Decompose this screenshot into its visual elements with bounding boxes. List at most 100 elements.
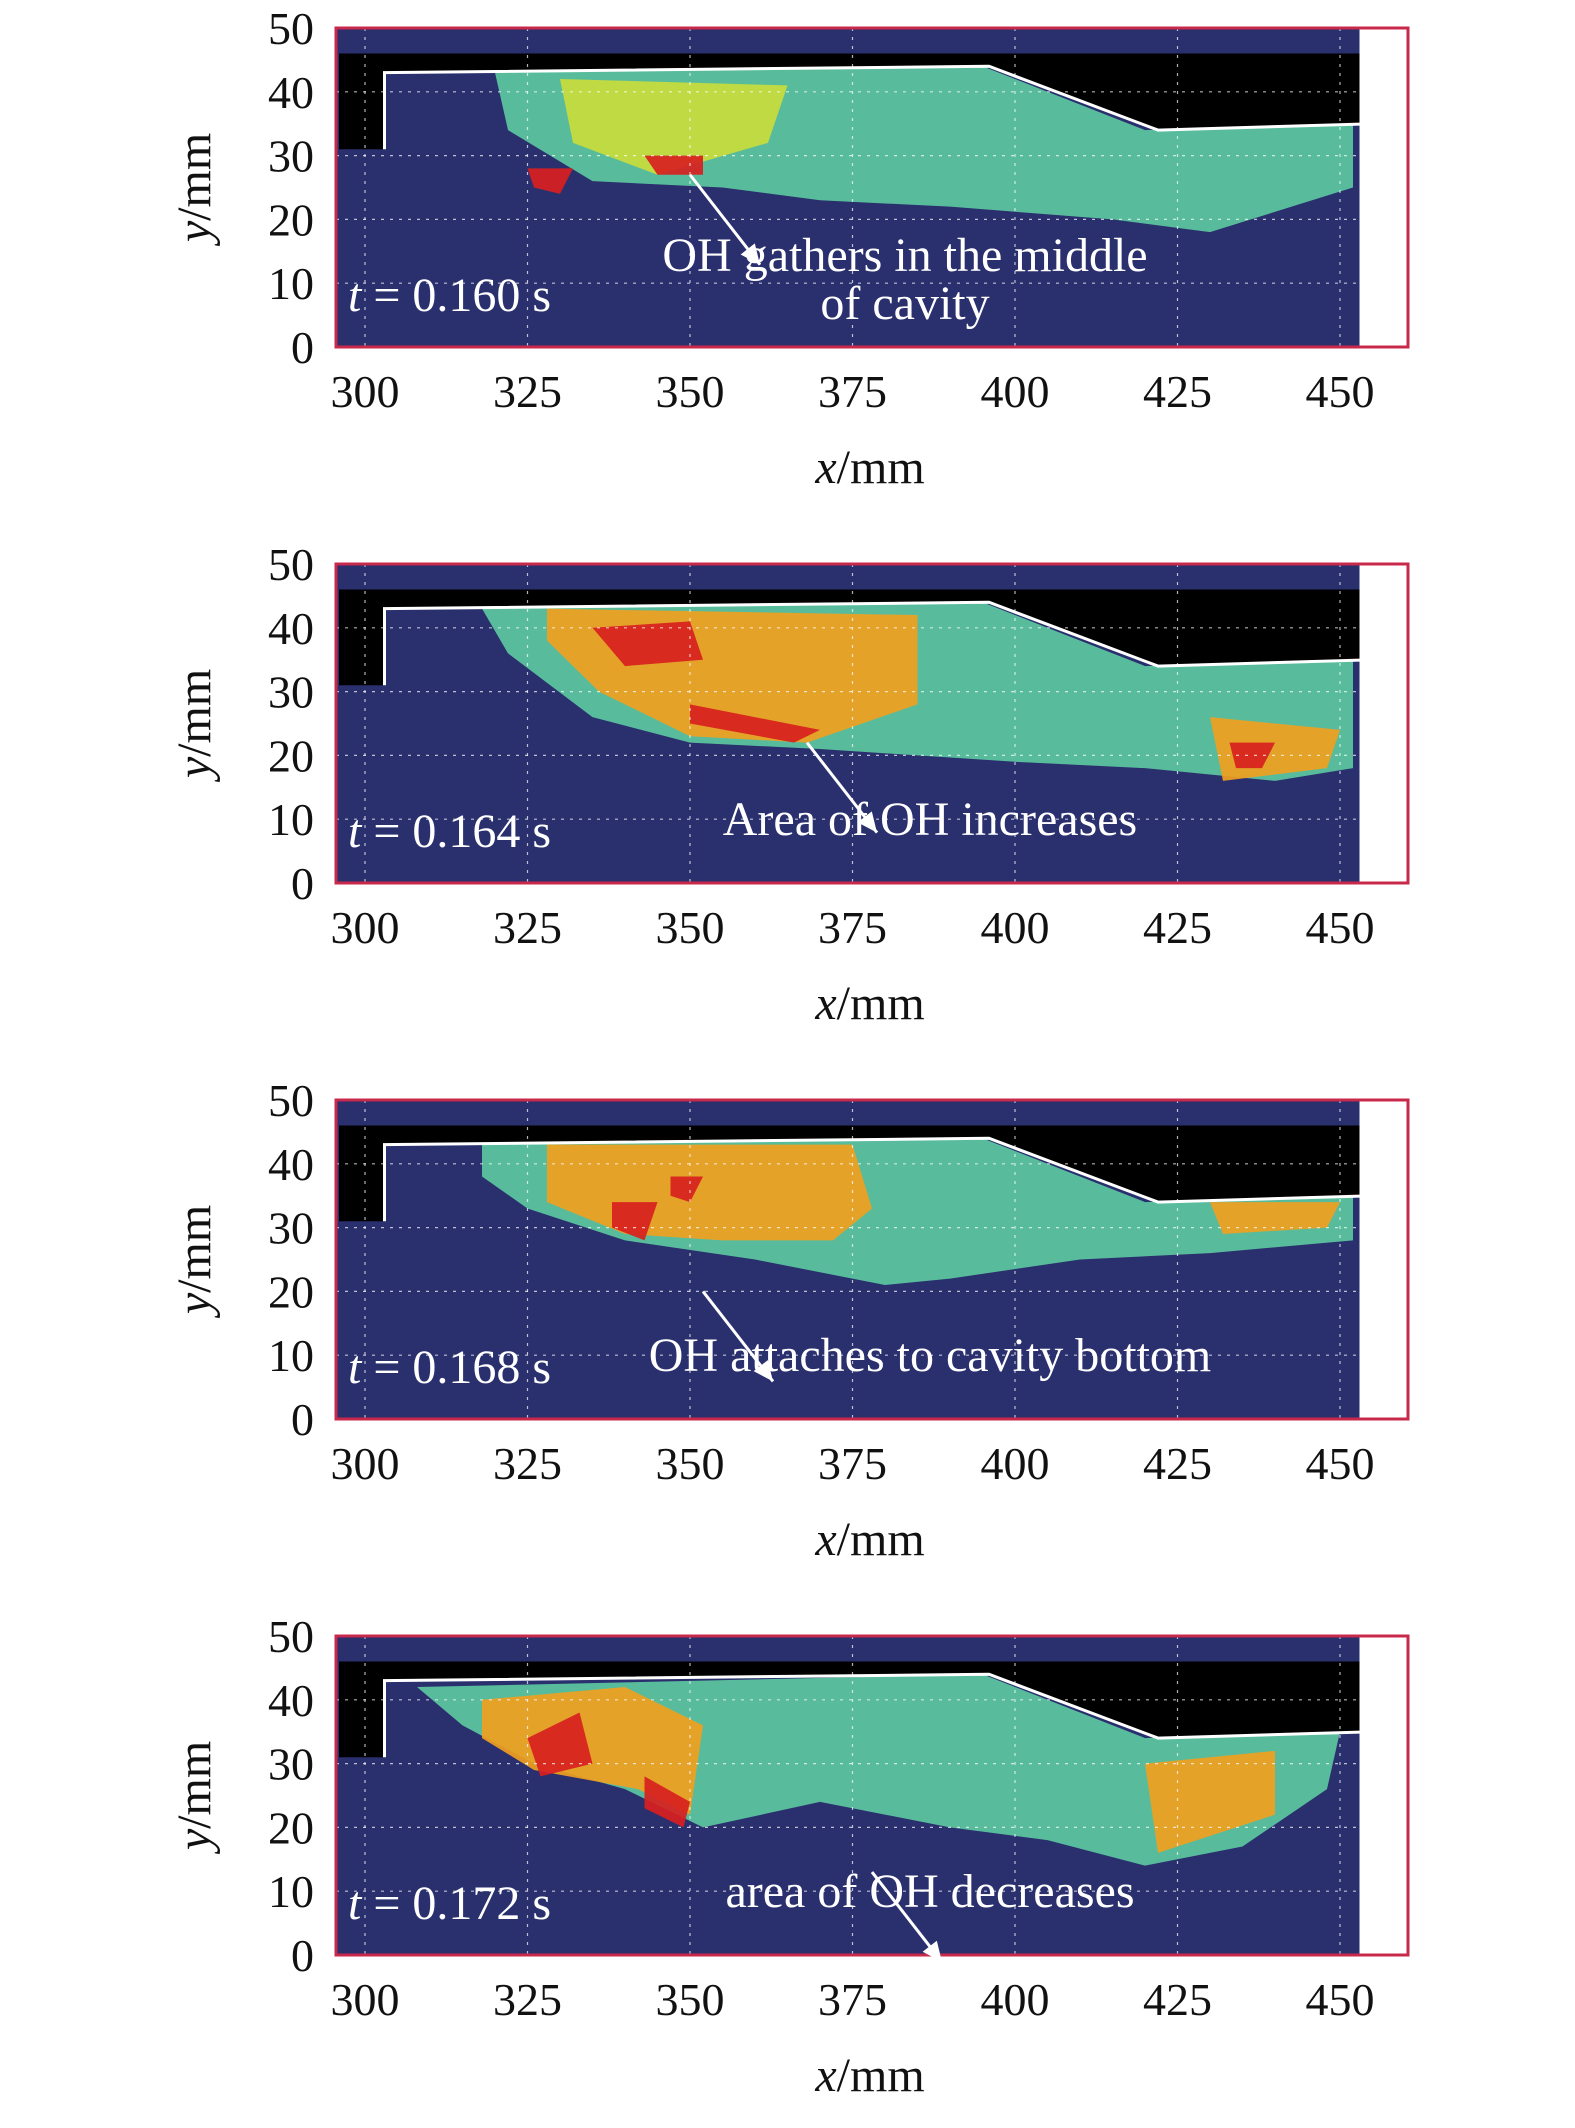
x-tick-label: 300 [331, 1974, 400, 2025]
x-tick-label: 375 [818, 902, 887, 953]
annotation-arrowhead [922, 1940, 942, 1963]
oh-intensity-region [1229, 742, 1275, 769]
plot-panel: 300 325 350 375 400 425 450 0 10 20 30 40 50 x/mm y/mm… [0, 536, 1575, 1056]
right-border-strip [1359, 1636, 1408, 1955]
oh-intensity-region [592, 621, 703, 667]
time-label: t = 0.168 s [348, 1341, 551, 1394]
x-tick-label: 425 [1143, 1974, 1212, 2025]
oh-intensity-region [670, 1176, 703, 1203]
x-tick-label: 375 [818, 1438, 887, 1489]
x-tick-label: 400 [981, 366, 1050, 417]
y-tick-label: 20 [268, 1266, 314, 1317]
x-axis-label: x/mm [814, 977, 924, 1030]
oh-intensity-region [527, 168, 573, 194]
annotation-text: of cavity [820, 277, 989, 330]
x-tick-label: 325 [493, 366, 562, 417]
right-border-strip [1359, 564, 1408, 883]
x-tick-label: 350 [656, 1974, 725, 2025]
oh-intensity-region [644, 1776, 690, 1828]
y-tick-label: 0 [291, 322, 314, 373]
y-tick-label: 0 [291, 858, 314, 909]
y-tick-label: 10 [268, 794, 314, 845]
x-tick-label: 350 [656, 366, 725, 417]
y-axis-label: y/mm [168, 1741, 221, 1855]
annotation-text: OH gathers in the middle [662, 229, 1147, 282]
y-tick-label: 40 [268, 1675, 314, 1726]
time-label: t = 0.172 s [348, 1877, 551, 1930]
x-tick-label: 400 [981, 1438, 1050, 1489]
y-tick-label: 20 [268, 1802, 314, 1853]
wall-edge-line [383, 600, 1373, 686]
plot-frame [334, 562, 1410, 885]
y-tick-label: 0 [291, 1930, 314, 1981]
x-tick-label: 400 [981, 1974, 1050, 2025]
x-tick-label: 375 [818, 1974, 887, 2025]
wall-edge-line [383, 1136, 1373, 1222]
annotation-arrowhead [857, 811, 877, 833]
annotation-text: OH attaches to cavity bottom [649, 1329, 1212, 1382]
heatmap-svg: 300 325 350 375 400 425 450 0 10 20 30 40 50 x/mm y/mm… [168, 1075, 1410, 1566]
y-tick-label: 0 [291, 1394, 314, 1445]
x-tick-label: 300 [331, 902, 400, 953]
y-tick-label: 10 [268, 1866, 314, 1917]
combustor-wall [339, 1125, 1373, 1222]
x-tick-label: 425 [1143, 366, 1212, 417]
oh-intensity-region [1210, 1202, 1340, 1234]
y-tick-label: 20 [268, 730, 314, 781]
y-tick-label: 20 [268, 194, 314, 245]
y-axis-label: y/mm [168, 1205, 221, 1319]
x-tick-label: 325 [493, 1438, 562, 1489]
x-axis-label: x/mm [814, 1513, 924, 1566]
heatmap-svg: 300 325 350 375 400 425 450 0 10 20 30 40 50 x/mm y/mm… [168, 539, 1410, 1030]
x-tick-label: 450 [1306, 366, 1375, 417]
plot-frame [334, 1634, 1410, 1957]
x-tick-label: 375 [818, 366, 887, 417]
y-tick-label: 50 [268, 1611, 314, 1662]
annotation-text: Area of OH increases [723, 793, 1137, 846]
combustor-wall [339, 589, 1373, 686]
annotation-arrowhead [740, 243, 760, 265]
x-axis-label: x/mm [814, 2049, 924, 2102]
annotation-arrowhead [753, 1360, 773, 1382]
plot-panel: 300 325 350 375 400 425 450 0 10 20 30 40 50 x/mm y/mm… [0, 0, 1575, 520]
heatmap-svg: 300 325 350 375 400 425 450 0 10 20 30 40 50 x/mm y/mm… [168, 3, 1410, 494]
x-tick-label: 325 [493, 1974, 562, 2025]
x-tick-label: 425 [1143, 1438, 1212, 1489]
time-label: t = 0.164 s [348, 805, 551, 858]
y-tick-label: 40 [268, 1139, 314, 1190]
x-tick-label: 300 [331, 366, 400, 417]
x-axis-label: x/mm [814, 441, 924, 494]
x-tick-label: 350 [656, 1438, 725, 1489]
right-border-strip [1359, 28, 1408, 347]
oh-intensity-region [690, 704, 820, 743]
combustor-wall [339, 53, 1373, 150]
oh-intensity-region [560, 79, 788, 175]
oh-intensity-region [644, 155, 703, 175]
heatmap-svg: 300 325 350 375 400 425 450 0 10 20 30 40 50 x/mm y/mm… [168, 1611, 1410, 2102]
y-tick-label: 40 [268, 67, 314, 118]
combustor-wall [339, 1661, 1373, 1758]
plot-frame [334, 1098, 1410, 1421]
x-tick-label: 325 [493, 902, 562, 953]
x-tick-label: 350 [656, 902, 725, 953]
y-tick-label: 30 [268, 131, 314, 182]
y-axis-label: y/mm [168, 669, 221, 783]
annotation-text: area of OH decreases [725, 1865, 1134, 1918]
y-tick-label: 50 [268, 1075, 314, 1126]
wall-edge-line [383, 1672, 1373, 1758]
x-tick-label: 300 [331, 1438, 400, 1489]
oh-intensity-region [612, 1202, 658, 1241]
y-tick-label: 10 [268, 258, 314, 309]
time-label: t = 0.160 s [348, 269, 551, 322]
x-tick-label: 425 [1143, 902, 1212, 953]
right-border-strip [1359, 1100, 1408, 1419]
y-tick-label: 10 [268, 1330, 314, 1381]
x-tick-label: 450 [1306, 1438, 1375, 1489]
y-tick-label: 50 [268, 539, 314, 590]
x-tick-label: 400 [981, 902, 1050, 953]
plot-panel: 300 325 350 375 400 425 450 0 10 20 30 40 50 x/mm y/mm… [0, 1072, 1575, 1592]
x-tick-label: 450 [1306, 1974, 1375, 2025]
y-axis-label: y/mm [168, 133, 221, 247]
plot-frame [334, 26, 1410, 349]
